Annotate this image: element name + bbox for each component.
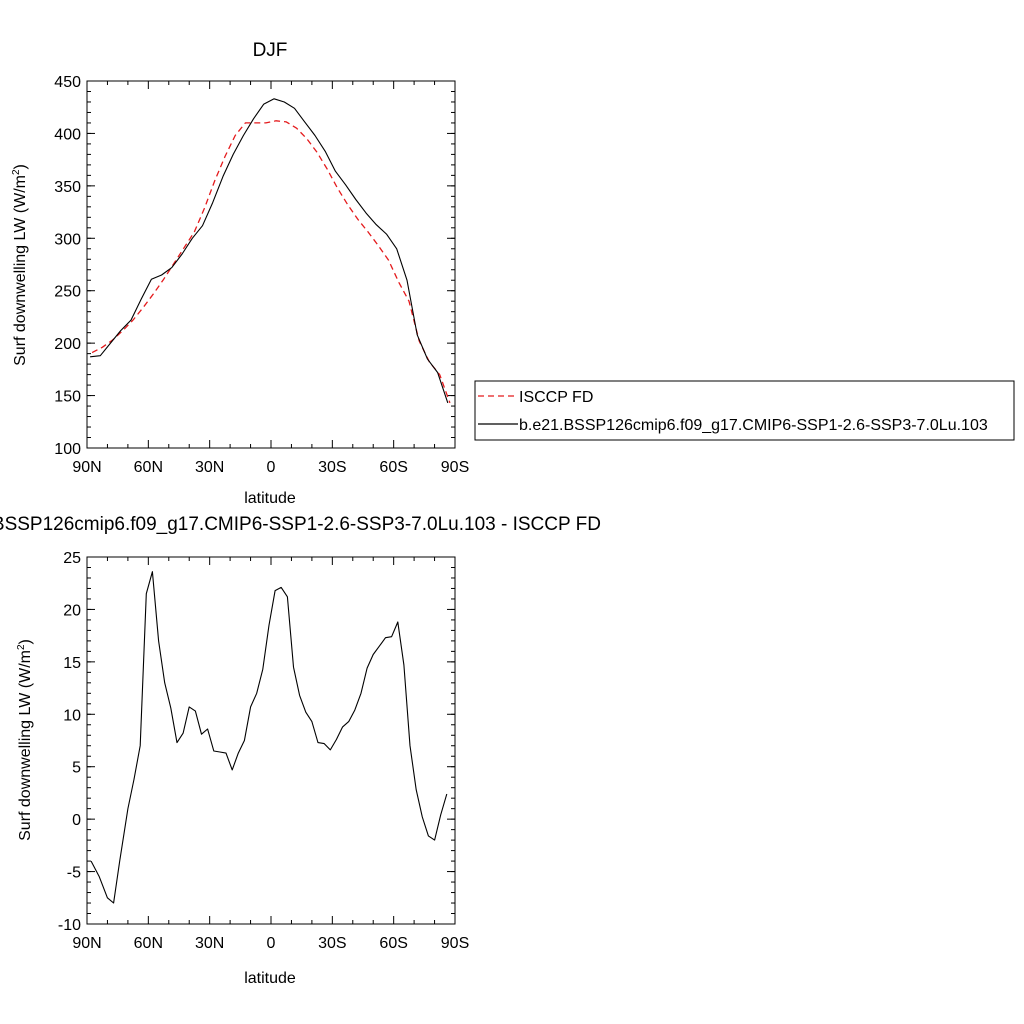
bottom-x-tick-label: 60N [134, 935, 163, 952]
top-y-tick-label: 100 [54, 441, 81, 458]
top-ylabel-close: ) [12, 164, 29, 169]
bottom-y-tick-label: 20 [63, 602, 81, 619]
legend-label-isccp: ISCCP FD [519, 389, 593, 406]
legend-label-model: b.e21.BSSP126cmip6.f09_g17.CMIP6-SSP1-2.… [519, 417, 988, 434]
top-plot-frame [86, 80, 456, 449]
bottom-ylabel-sup: 2 [16, 644, 27, 650]
bottom-xlabel: latitude [244, 970, 296, 987]
bottom-ticks: 90N 60N 30N 0 30S 60S 90S -10 -5 0 5 10 15 20 25 [58, 550, 469, 952]
top-x-tick-label: 30S [318, 459, 346, 476]
top-x-tick-label: 60S [379, 459, 407, 476]
top-y-tick-label: 350 [54, 179, 81, 196]
legend: ISCCP FD b.e21.BSSP126cmip6.f09_g17.CMIP… [474, 380, 1015, 441]
top-x-tick-label: 0 [267, 459, 276, 476]
top-y-tick-label: 300 [54, 231, 81, 248]
bottom-x-tick-label: 60S [379, 935, 407, 952]
bottom-y-tick-label: 15 [63, 655, 81, 672]
bottom-y-tick-label: -5 [67, 865, 81, 882]
bottom-y-tick-label: 0 [72, 812, 81, 829]
bottom-title: b.e21.BSSP126cmip6.f09_g17.CMIP6-SSP1-2.… [0, 514, 601, 535]
top-lines [90, 98, 451, 404]
legend-box [474, 380, 1015, 441]
top-x-tick-label: 60N [134, 459, 163, 476]
bottom-ylabel-close: ) [17, 639, 34, 644]
bottom-y-tick-label: 25 [63, 550, 81, 567]
top-x-tick-label: 90N [72, 459, 101, 476]
bottom-series-line-0 [90, 571, 448, 904]
bottom-x-tick-label: 90S [441, 935, 469, 952]
panel-bottom: b.e21.BSSP126cmip6.f09_g17.CMIP6-SSP1-2.… [0, 514, 601, 987]
top-series-line-1 [90, 98, 449, 404]
bottom-y-tick-label: 5 [72, 760, 81, 777]
top-series-line-0 [91, 120, 451, 404]
bottom-x-tick-label: 30N [195, 935, 224, 952]
panel-top: DJF latitude Surf downwelling LW (W/m2) … [11, 40, 469, 507]
bottom-x-tick-label: 90N [72, 935, 101, 952]
top-ylabel-sup: 2 [11, 169, 22, 175]
bottom-x-tick-label: 0 [267, 935, 276, 952]
bottom-y-tick-label: -10 [58, 917, 81, 934]
top-x-tick-label: 30N [195, 459, 224, 476]
top-ticks: 90N 60N 30N 0 30S 60S 90S 100 150 200 250 300 350 400… [54, 74, 469, 476]
top-x-tick-label: 90S [441, 459, 469, 476]
bottom-x-tick-label: 30S [318, 935, 346, 952]
top-y-tick-label: 250 [54, 284, 81, 301]
top-ylabel-main: Surf downwelling LW (W/m [12, 175, 29, 366]
top-y-tick-label: 150 [54, 389, 81, 406]
top-y-tick-label: 200 [54, 336, 81, 353]
top-y-tick-label: 400 [54, 126, 81, 143]
top-title: DJF [253, 40, 288, 61]
bottom-ylabel-main: Surf downwelling LW (W/m [17, 650, 34, 841]
bottom-y-tick-label: 10 [63, 707, 81, 724]
bottom-ylabel: Surf downwelling LW (W/m2) [16, 639, 34, 841]
top-xlabel: latitude [244, 490, 296, 507]
top-ylabel: Surf downwelling LW (W/m2) [11, 164, 29, 366]
bottom-lines [90, 571, 448, 904]
top-y-tick-label: 450 [54, 74, 81, 91]
